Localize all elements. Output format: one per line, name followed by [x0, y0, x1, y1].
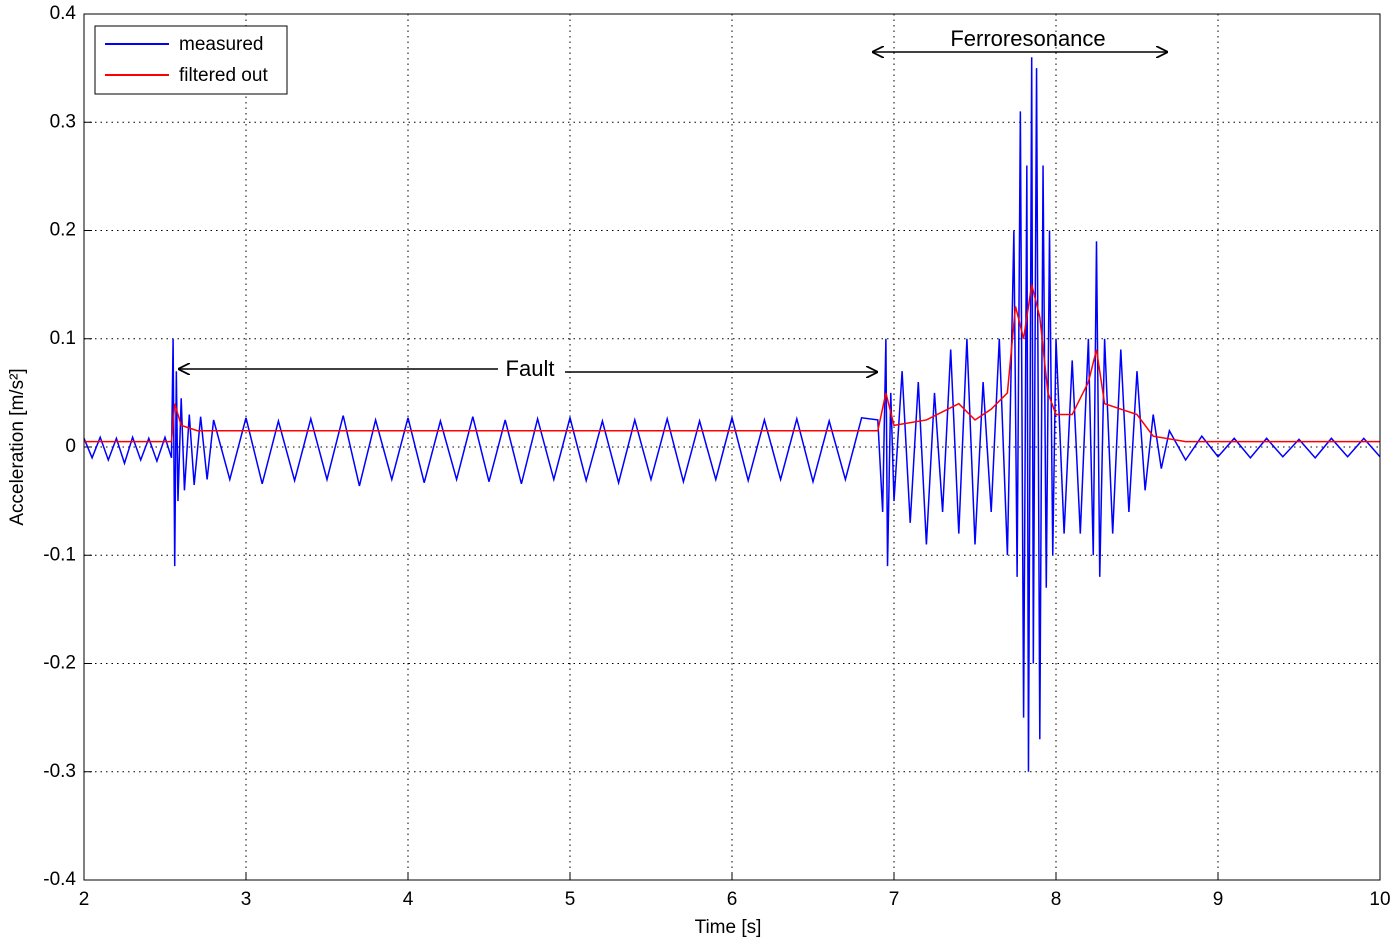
legend-label: filtered out: [179, 65, 268, 86]
series-line: [84, 284, 1380, 443]
legend-label: measured: [179, 34, 264, 55]
x-tick-label: 3: [241, 889, 252, 910]
annotation: Fault: [506, 356, 555, 381]
y-tick-label: 0.1: [50, 328, 76, 349]
y-tick-label: -0.3: [43, 761, 76, 782]
annotation: Ferroresonance: [950, 26, 1105, 51]
y-tick-label: -0.1: [43, 544, 76, 565]
y-tick-label: 0: [65, 436, 76, 457]
x-tick-label: 7: [889, 889, 900, 910]
x-axis-label: Time [s]: [695, 917, 762, 938]
y-axis-label: Acceleration [m/s²]: [7, 368, 28, 525]
x-tick-label: 5: [565, 889, 576, 910]
y-tick-label: 0.3: [50, 111, 76, 132]
axes-frame: [83, 13, 1381, 881]
x-tick-label: 8: [1051, 889, 1062, 910]
x-tick-label: 2: [79, 889, 90, 910]
series-line: [83, 57, 1381, 772]
x-tick-label: 4: [403, 889, 414, 910]
y-tick-label: 0.4: [50, 3, 77, 24]
y-tick-label: 0.2: [50, 220, 76, 241]
y-tick-label: -0.2: [43, 653, 76, 674]
x-tick-label: 9: [1213, 889, 1224, 910]
y-tick-label: -0.4: [43, 869, 76, 890]
legend: measured filtered out: [94, 25, 288, 95]
x-tick-label: 6: [727, 889, 738, 910]
legend-box: [94, 25, 288, 95]
x-tick-label: 10: [1369, 889, 1390, 910]
